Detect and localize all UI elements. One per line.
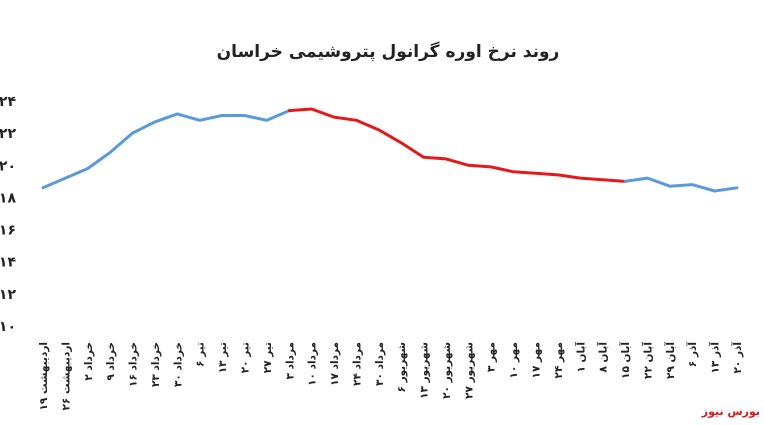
data-point bbox=[444, 157, 447, 160]
data-point bbox=[579, 177, 582, 180]
x-tick-label: ۱۷ مهر bbox=[531, 342, 543, 378]
data-point bbox=[601, 178, 604, 181]
data-point bbox=[221, 114, 224, 117]
x-tick-label: ۶ آذر bbox=[686, 342, 699, 368]
x-tick-label: ۶ تیر bbox=[195, 342, 207, 367]
x-tick-label: ۲۹ آبان bbox=[664, 342, 677, 379]
data-point bbox=[400, 141, 403, 144]
data-point bbox=[198, 119, 201, 122]
x-tick-label: ۸ آبان bbox=[597, 342, 610, 373]
x-tick-label: ۳۰ خرداد bbox=[172, 342, 184, 387]
x-tick-label: ۱ آبان bbox=[574, 342, 587, 373]
series-line-segment-2 bbox=[623, 176, 739, 193]
x-tick-label: ۲۷ تیر bbox=[262, 342, 274, 373]
data-point bbox=[377, 128, 380, 131]
x-tick-label: ۲۷ شهریور bbox=[463, 342, 475, 399]
x-tick-label: ۲۴ مرداد bbox=[351, 342, 363, 386]
data-point bbox=[310, 108, 313, 111]
x-tick-label: ۲۲ آبان bbox=[641, 342, 654, 379]
data-point bbox=[512, 170, 515, 173]
data-point bbox=[109, 151, 112, 154]
data-point bbox=[42, 186, 45, 189]
data-point bbox=[736, 186, 739, 189]
y-tick-label: ۱۶ bbox=[0, 223, 16, 239]
data-point bbox=[422, 156, 425, 159]
x-axis: ۱۹ اردیبهشت ۲۶ اردیبهشت ۲ خرداد ۹ خرداد ۱۶ خ… bbox=[38, 342, 744, 411]
x-tick-label: ۲۳ خرداد bbox=[150, 342, 162, 387]
data-point bbox=[153, 120, 156, 123]
data-point bbox=[131, 132, 134, 135]
data-point bbox=[556, 173, 559, 176]
y-tick-label: ۱۲ bbox=[0, 287, 16, 303]
x-tick-label: ۲۰ شهریور bbox=[441, 342, 453, 399]
data-point bbox=[467, 164, 470, 167]
x-tick-label: ۱۳ تیر bbox=[217, 342, 229, 373]
plot-area bbox=[41, 107, 739, 193]
x-tick-label: ۲۶ اردیبهشت bbox=[60, 342, 72, 410]
y-tick-label: ۱۸ bbox=[0, 190, 16, 206]
x-tick-label: ۱۰ مهر bbox=[508, 342, 520, 378]
x-tick-label: ۱۵ آبان bbox=[619, 342, 632, 379]
y-axis: ۱۰ ۱۲ ۱۴ ۱۶ ۱۸ ۲۰ ۲۲ ۲۴ bbox=[0, 94, 16, 335]
series-line-segment-1 bbox=[287, 107, 627, 183]
x-tick-label: ۶ شهریور bbox=[396, 342, 408, 392]
data-point bbox=[489, 165, 492, 168]
x-tick-label: ۳ مرداد bbox=[284, 342, 296, 380]
data-point bbox=[534, 172, 537, 175]
x-tick-label: ۳ مهر bbox=[486, 342, 498, 372]
x-tick-label: ۱۰ مرداد bbox=[307, 342, 319, 386]
x-tick-label: ۲۰ تیر bbox=[239, 342, 251, 373]
x-tick-label: ۲۰ آذر bbox=[731, 342, 744, 374]
source-label: بورس نیوز bbox=[701, 405, 760, 418]
y-tick-label: ۱۰ bbox=[0, 319, 16, 335]
y-tick-label: ۲۴ bbox=[0, 94, 16, 110]
data-point bbox=[176, 112, 179, 115]
x-tick-label: ۱۹ اردیبهشت bbox=[38, 342, 50, 410]
x-tick-label: ۲ خرداد bbox=[83, 342, 95, 381]
data-point bbox=[243, 114, 246, 117]
x-tick-label: ۹ خرداد bbox=[105, 342, 117, 381]
data-point bbox=[691, 183, 694, 186]
x-tick-label: ۱۳ آذر bbox=[709, 342, 722, 374]
x-tick-label: ۲۴ مهر bbox=[553, 342, 565, 378]
x-tick-label: ۱۶ خرداد bbox=[128, 342, 140, 387]
data-point bbox=[668, 185, 671, 188]
x-tick-label: ۱۷ مرداد bbox=[329, 342, 341, 386]
data-point bbox=[86, 167, 89, 170]
x-tick-label: ۳۰ مرداد bbox=[374, 342, 386, 386]
data-point bbox=[646, 177, 649, 180]
data-point bbox=[355, 119, 358, 122]
y-tick-label: ۱۴ bbox=[0, 255, 16, 271]
data-point bbox=[288, 109, 291, 112]
y-tick-label: ۲۰ bbox=[0, 158, 16, 174]
data-point bbox=[265, 119, 268, 122]
data-point bbox=[713, 190, 716, 193]
data-point bbox=[624, 180, 627, 183]
y-tick-label: ۲۲ bbox=[0, 126, 16, 142]
x-tick-label: ۱۳ شهریور bbox=[419, 342, 431, 399]
data-point bbox=[333, 116, 336, 119]
series-line-segment-0 bbox=[41, 109, 291, 190]
data-point bbox=[64, 177, 67, 180]
chart-title: روند نرخ اوره گرانول پتروشیمی خراسان bbox=[217, 41, 560, 62]
